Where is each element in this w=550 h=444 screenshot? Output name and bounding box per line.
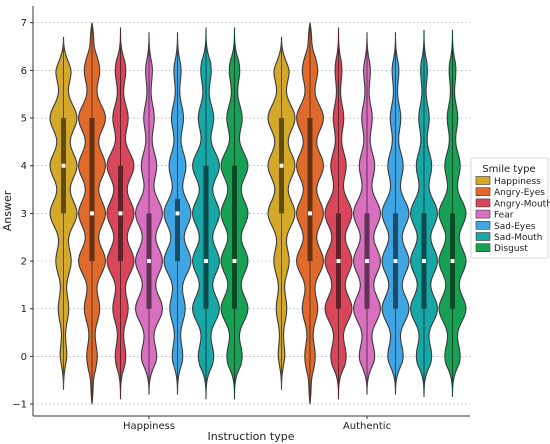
axes bbox=[32, 6, 470, 417]
violin-iqr-box bbox=[232, 165, 237, 309]
violin-median-dot bbox=[365, 259, 369, 264]
y-tick-label: −1 bbox=[12, 400, 27, 411]
legend-swatch bbox=[475, 243, 491, 252]
violin-median-dot bbox=[118, 211, 123, 216]
legend-swatch bbox=[475, 176, 491, 185]
y-tick-label: 1 bbox=[21, 304, 27, 315]
legend-title: Smile type bbox=[482, 164, 535, 175]
violin-median-dot bbox=[175, 211, 180, 216]
violin-iqr-box bbox=[203, 165, 209, 309]
violin-iqr-box bbox=[307, 118, 313, 262]
violin-median-dot bbox=[61, 163, 66, 168]
y-ticks: −1 0 1 2 3 4 5 6 7 bbox=[12, 18, 33, 411]
legend-swatch bbox=[475, 198, 491, 208]
y-tick-label: 6 bbox=[21, 66, 27, 77]
x-ticks: Happiness Authentic bbox=[123, 416, 391, 432]
legend-swatch bbox=[475, 221, 491, 230]
legend-label: Happiness bbox=[494, 177, 541, 187]
legend-swatch bbox=[475, 232, 491, 241]
y-tick-label: 7 bbox=[21, 18, 27, 29]
legend: Smile type HappinessAngry-EyesAngry-Mout… bbox=[470, 157, 550, 259]
x-tick-label: Happiness bbox=[123, 421, 175, 432]
y-tick-label: 2 bbox=[21, 257, 27, 268]
x-tick-label: Authentic bbox=[343, 421, 391, 432]
violin-median-dot bbox=[147, 259, 151, 264]
legend-label: Sad-Mouth bbox=[494, 233, 542, 243]
legend-label: Angry-Eyes bbox=[494, 188, 545, 198]
legend-label: Fear bbox=[494, 211, 514, 221]
violin-iqr-box bbox=[89, 118, 95, 262]
legend-label: Disgust bbox=[494, 244, 528, 254]
violin-median-dot bbox=[450, 259, 455, 264]
y-tick-label: 5 bbox=[21, 114, 27, 125]
violin-median-dot bbox=[232, 259, 237, 264]
x-axis-title: Instruction type bbox=[208, 430, 295, 443]
y-tick-label: 3 bbox=[21, 209, 27, 220]
y-tick-label: 0 bbox=[21, 352, 27, 363]
legend-swatch bbox=[475, 209, 491, 219]
violin-median-dot bbox=[90, 211, 94, 216]
violin-median-dot bbox=[336, 259, 341, 264]
violin-median-dot bbox=[422, 259, 426, 264]
legend-label: Angry-Mouth bbox=[494, 199, 550, 209]
legend-swatch bbox=[475, 187, 491, 196]
violin-iqr-box bbox=[175, 199, 180, 262]
violin-median-dot bbox=[393, 259, 398, 264]
violin-median-dot bbox=[308, 211, 312, 216]
y-axis-title: Answer bbox=[1, 190, 14, 231]
legend-label: Sad-Eyes bbox=[494, 222, 536, 232]
violins bbox=[49, 22, 467, 405]
violin-median-dot bbox=[204, 259, 208, 264]
y-tick-label: 4 bbox=[21, 161, 27, 172]
violin-median-dot bbox=[279, 163, 284, 168]
